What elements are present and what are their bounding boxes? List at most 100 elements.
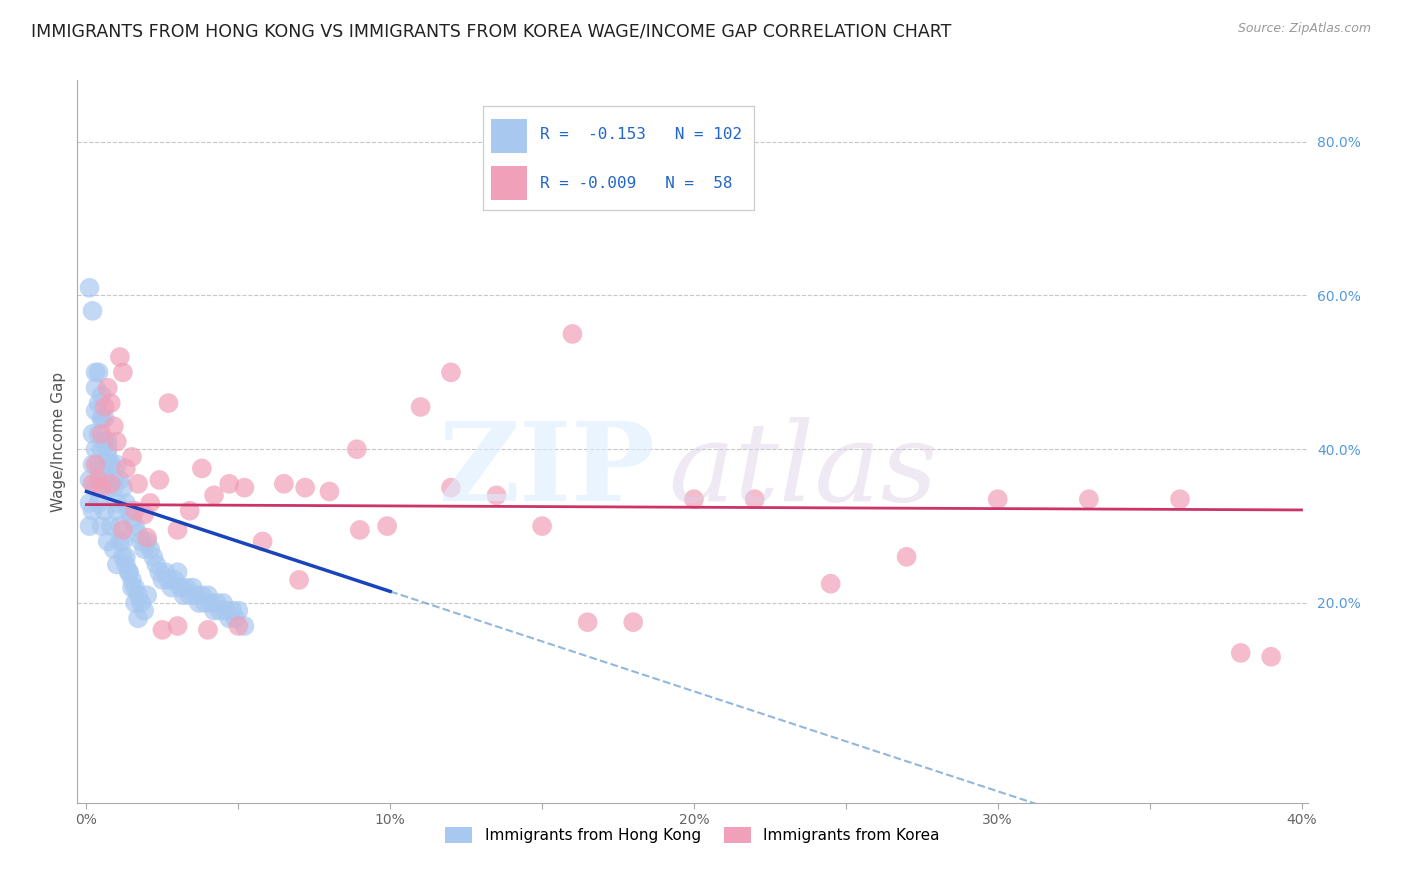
Point — [200, 596, 222, 610]
Point — [221, 604, 243, 618]
Point — [166, 619, 188, 633]
Point — [103, 481, 125, 495]
Point — [108, 534, 131, 549]
Point — [1077, 492, 1099, 507]
Point — [136, 531, 159, 545]
Point — [218, 611, 240, 625]
Point — [621, 615, 644, 630]
Point — [209, 604, 232, 618]
Point — [1260, 649, 1282, 664]
Point — [97, 434, 120, 449]
Point — [148, 473, 170, 487]
Point — [294, 481, 316, 495]
Point — [124, 596, 146, 610]
Point — [121, 511, 143, 525]
Point — [218, 476, 240, 491]
Point — [90, 442, 112, 457]
Point — [349, 523, 371, 537]
Point — [111, 523, 134, 537]
Point — [103, 419, 125, 434]
Point — [197, 623, 219, 637]
Point — [166, 565, 188, 579]
Point — [118, 504, 141, 518]
Point — [87, 365, 110, 379]
Point — [187, 596, 209, 610]
Point — [105, 558, 128, 572]
Point — [205, 596, 228, 610]
Point — [163, 573, 186, 587]
Point — [202, 604, 225, 618]
Point — [90, 411, 112, 425]
Point — [79, 281, 101, 295]
Point — [79, 519, 101, 533]
Point — [1168, 492, 1191, 507]
Point — [105, 504, 128, 518]
Point — [100, 458, 122, 472]
Point — [90, 388, 112, 402]
Point — [87, 458, 110, 472]
Point — [212, 596, 235, 610]
Point — [896, 549, 918, 564]
Point — [150, 573, 173, 587]
Point — [139, 496, 162, 510]
Point — [346, 442, 368, 457]
Point — [93, 434, 115, 449]
Point — [134, 508, 156, 522]
Point — [155, 565, 177, 579]
Text: Source: ZipAtlas.com: Source: ZipAtlas.com — [1237, 22, 1371, 36]
Point — [84, 458, 107, 472]
Point — [127, 611, 149, 625]
Point — [139, 542, 162, 557]
Point — [121, 450, 143, 464]
Point — [173, 588, 195, 602]
Point — [90, 519, 112, 533]
Point — [115, 549, 138, 564]
Point — [150, 623, 173, 637]
Point — [181, 581, 204, 595]
Point — [100, 519, 122, 533]
Point — [179, 588, 201, 602]
Point — [93, 434, 115, 449]
Point — [202, 488, 225, 502]
Point — [136, 588, 159, 602]
Point — [129, 534, 152, 549]
Point — [111, 549, 134, 564]
Point — [134, 542, 156, 557]
Point — [90, 481, 112, 495]
Point — [987, 492, 1010, 507]
Point — [87, 473, 110, 487]
Point — [97, 450, 120, 464]
Point — [531, 519, 554, 533]
Point — [103, 473, 125, 487]
Point — [93, 411, 115, 425]
Point — [82, 458, 104, 472]
Point — [84, 381, 107, 395]
Point — [233, 619, 256, 633]
Point — [191, 461, 214, 475]
Point — [288, 573, 311, 587]
Point — [318, 484, 340, 499]
Point — [233, 481, 256, 495]
Legend: Immigrants from Hong Kong, Immigrants from Korea: Immigrants from Hong Kong, Immigrants fr… — [439, 821, 946, 849]
Point — [252, 534, 274, 549]
Point — [176, 581, 198, 595]
Point — [115, 496, 138, 510]
Point — [100, 476, 122, 491]
Point — [134, 604, 156, 618]
Point — [148, 565, 170, 579]
Point — [375, 519, 398, 533]
Point — [440, 365, 463, 379]
Point — [127, 526, 149, 541]
Point — [103, 542, 125, 557]
Point — [683, 492, 706, 507]
Point — [121, 581, 143, 595]
Point — [124, 504, 146, 518]
Text: atlas: atlas — [668, 417, 938, 524]
Point — [744, 492, 766, 507]
Point — [197, 588, 219, 602]
Point — [108, 350, 131, 364]
Point — [82, 476, 104, 491]
Point — [224, 611, 246, 625]
Point — [118, 565, 141, 579]
Point — [485, 488, 508, 502]
